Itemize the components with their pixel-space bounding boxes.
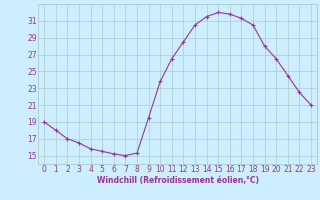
X-axis label: Windchill (Refroidissement éolien,°C): Windchill (Refroidissement éolien,°C) <box>97 176 259 185</box>
